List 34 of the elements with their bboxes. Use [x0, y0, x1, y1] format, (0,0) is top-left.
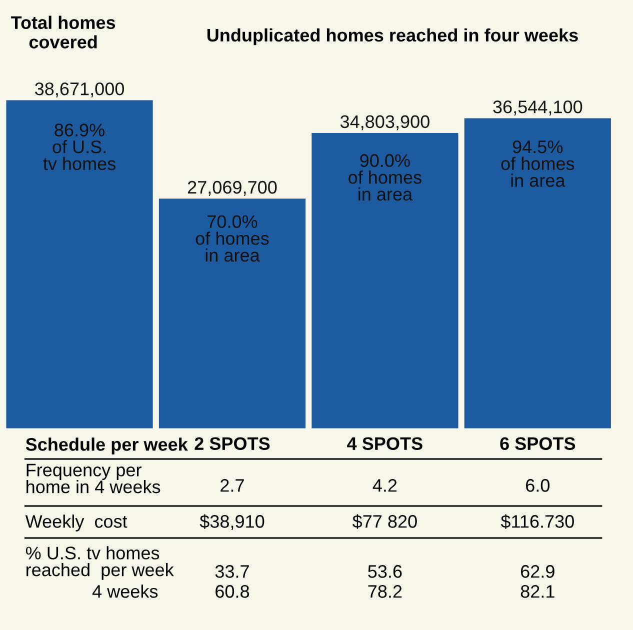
text: 6.0	[526, 479, 550, 492]
text: 78.2	[368, 585, 402, 598]
text: 4.2	[372, 479, 397, 492]
annotation: 86.9% of U.S. tv homes	[43, 124, 116, 170]
text: $77 820	[352, 514, 417, 529]
text: 60.8	[216, 585, 250, 598]
text: 53.6	[368, 565, 402, 578]
bar	[312, 133, 458, 428]
text: Weekly cost	[25, 514, 128, 532]
text: 2.7	[220, 479, 244, 492]
annotation: 70.0% of homes in area	[196, 215, 269, 262]
text: Total homes covered	[11, 16, 116, 48]
data-label: 27,069,700	[188, 180, 277, 196]
x-tick-label: 6 SPOTS	[500, 437, 576, 450]
text: $116.730	[500, 514, 574, 529]
bar	[158, 198, 306, 428]
x-tick-label: 4 SPOTS	[347, 437, 422, 450]
text: 33.7	[215, 565, 249, 578]
text: 82.1	[520, 585, 554, 598]
text: 4 weeks	[92, 584, 158, 598]
text: % U.S. tv homes reached per week	[26, 546, 174, 580]
annotation: 90.0% of homes in area	[348, 154, 422, 201]
data-label: 38,671,000	[35, 82, 124, 98]
text: Frequency per home in 4 weeks	[26, 464, 160, 494]
text: 62.9	[521, 565, 554, 578]
data-label: 34,803,900	[340, 115, 430, 130]
data-label: 36,544,100	[493, 100, 582, 116]
x-axis-title: Schedule per week	[26, 438, 188, 454]
x-tick-label: 2 SPOTS	[194, 437, 270, 450]
bar	[464, 118, 611, 428]
bar	[6, 100, 153, 428]
text: $38,910	[200, 514, 264, 530]
chart-title: Unduplicated homes reached in four weeks	[207, 28, 578, 46]
annotation: 94.5% of homes in area	[501, 140, 574, 187]
